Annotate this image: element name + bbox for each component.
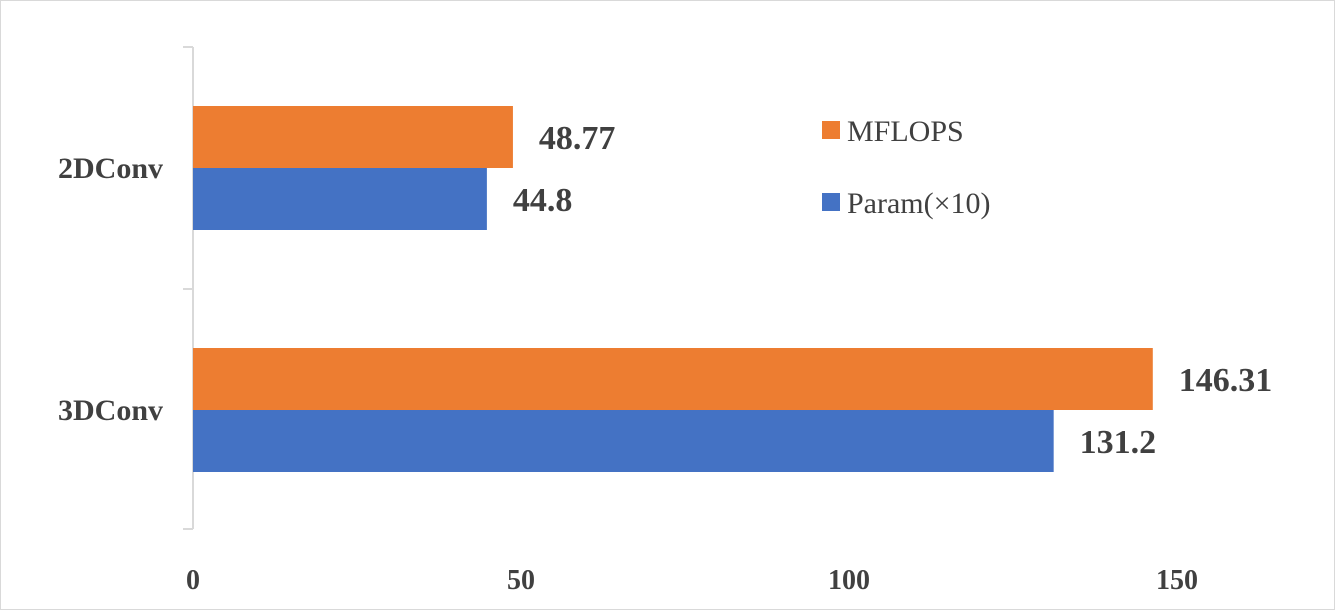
- bars-layer: [193, 106, 1153, 472]
- x-tick-label: 150: [1156, 565, 1198, 596]
- x-tick-label: 50: [507, 565, 535, 596]
- bar-mflops-2dconv: [193, 106, 513, 168]
- labels-layer: 2DConv 48.77 44.8 3DConv 146.31 131.2: [58, 120, 1272, 461]
- category-label: 3DConv: [58, 394, 163, 427]
- data-label: 131.2: [1080, 424, 1157, 461]
- data-label: 44.8: [513, 182, 573, 219]
- axis-layer: 0 50 100 150: [183, 46, 1198, 596]
- legend: MFLOPS Param(×10): [822, 115, 991, 220]
- x-tick-label: 0: [186, 565, 200, 596]
- x-tick-label: 100: [828, 565, 870, 596]
- data-label: 48.77: [539, 120, 616, 157]
- bar-param-10--2dconv: [193, 168, 487, 230]
- category-label: 2DConv: [58, 152, 163, 185]
- legend-label-0: MFLOPS: [847, 115, 964, 148]
- bar-param-10--3dconv: [193, 410, 1054, 472]
- legend-label-1: Param(×10): [847, 187, 991, 220]
- legend-swatch-1: [822, 193, 840, 211]
- bar-mflops-3dconv: [193, 348, 1153, 410]
- legend-swatch-0: [822, 121, 840, 139]
- data-label: 146.31: [1179, 362, 1273, 399]
